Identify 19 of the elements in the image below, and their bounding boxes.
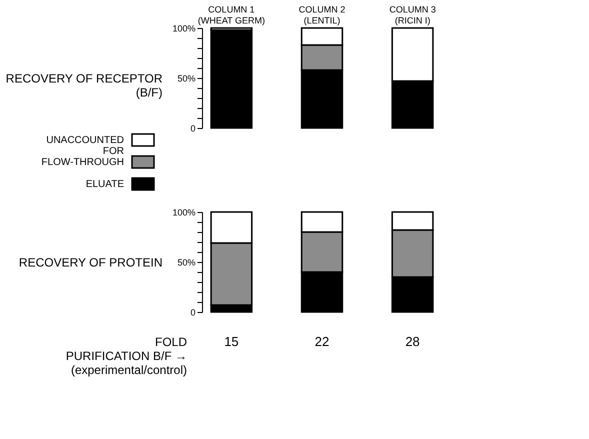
y-axis-title: RECOVERY OF RECEPTOR (B/F) bbox=[6, 72, 163, 100]
y-axis-title: RECOVERY OF PROTEIN bbox=[18, 256, 162, 270]
y-tick-label: 100% bbox=[172, 24, 196, 34]
text: 22 bbox=[314, 334, 330, 349]
legend-label: ELUATE bbox=[86, 179, 124, 190]
y-tick-label: 50% bbox=[177, 74, 196, 84]
legend-label: UNACCOUNTED FOR bbox=[46, 135, 124, 157]
x-tick-label: COLUMN 2 (LENTIL) bbox=[298, 4, 346, 26]
y-tick-label: 0 bbox=[190, 124, 196, 134]
y-tick-label: 0 bbox=[190, 308, 196, 318]
bar bbox=[210, 29, 253, 129]
x-tick-label: COLUMN 3 (RICIN I) bbox=[389, 4, 436, 26]
legend-label: FLOW-THROUGH bbox=[41, 157, 124, 168]
x-tick-label: COLUMN 1 (WHEAT GERM) bbox=[198, 4, 266, 26]
text: FOLD PURIFICATION B/F → (experimental/control) bbox=[66, 335, 188, 377]
y-tick-label: 100% bbox=[172, 208, 196, 218]
text: 15 bbox=[224, 334, 239, 349]
y-tick-label: 50% bbox=[177, 258, 196, 268]
text: 28 bbox=[405, 334, 420, 349]
